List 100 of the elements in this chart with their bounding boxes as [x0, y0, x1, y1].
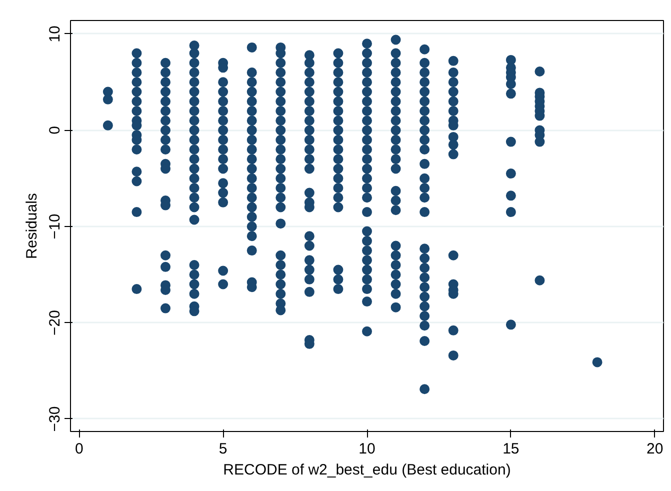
point: [362, 207, 372, 218]
point: [420, 253, 430, 264]
point: [420, 182, 430, 193]
point: [276, 106, 286, 116]
point: [448, 56, 458, 66]
point: [218, 188, 228, 198]
point: [420, 272, 430, 282]
point: [276, 260, 286, 270]
point: [362, 326, 372, 336]
point: [534, 275, 545, 286]
point: [246, 125, 257, 136]
point: [189, 260, 200, 270]
point: [390, 279, 401, 290]
point: [246, 77, 257, 88]
point: [448, 350, 458, 360]
point: [189, 182, 200, 193]
point: [276, 77, 286, 88]
point: [246, 246, 257, 256]
point: [189, 202, 200, 212]
point: [448, 86, 458, 97]
point: [420, 192, 430, 203]
point: [304, 58, 314, 68]
point: [276, 202, 286, 212]
point: [362, 264, 372, 275]
point: [390, 96, 401, 106]
point: [276, 288, 286, 299]
point: [304, 67, 314, 78]
point: [132, 176, 142, 186]
point: [362, 106, 372, 116]
point: [132, 58, 142, 68]
point: [420, 336, 430, 346]
point: [132, 166, 142, 177]
point: [506, 168, 516, 179]
point: [132, 86, 142, 97]
point: [333, 192, 344, 203]
point: [420, 116, 430, 126]
point: [390, 67, 401, 78]
point: [276, 67, 286, 78]
point: [362, 236, 372, 246]
point: [333, 67, 344, 78]
x-tick-label: 20: [646, 440, 664, 458]
point: [333, 86, 344, 97]
point: [246, 202, 257, 212]
point: [218, 77, 228, 88]
point: [362, 173, 372, 184]
point: [276, 250, 286, 260]
point: [506, 88, 516, 99]
point: [333, 164, 344, 174]
point: [304, 96, 314, 106]
point: [420, 384, 430, 394]
point: [189, 116, 200, 126]
point: [333, 48, 344, 58]
point: [390, 116, 401, 126]
point: [390, 164, 401, 174]
point: [420, 158, 430, 169]
point: [333, 144, 344, 154]
point: [420, 320, 430, 331]
point: [362, 86, 372, 97]
point: [448, 325, 458, 336]
point: [276, 154, 286, 164]
point: [534, 66, 545, 77]
point: [420, 144, 430, 154]
point: [420, 262, 430, 273]
point: [390, 106, 401, 116]
point: [102, 94, 113, 104]
point: [333, 264, 344, 275]
point: [362, 116, 372, 126]
point: [246, 144, 257, 154]
point: [276, 192, 286, 203]
y-tick-label: 0: [46, 126, 64, 134]
point: [132, 284, 142, 294]
point: [276, 96, 286, 106]
point: [448, 250, 458, 260]
point: [390, 186, 401, 196]
point: [276, 134, 286, 145]
point: [420, 244, 430, 254]
point: [132, 96, 142, 106]
point: [333, 106, 344, 116]
point: [362, 125, 372, 136]
point: [218, 164, 228, 174]
point: [189, 125, 200, 136]
point: [534, 136, 545, 147]
point: [189, 214, 200, 225]
point: [333, 182, 344, 193]
point: [506, 320, 516, 330]
point: [132, 77, 142, 88]
point: [362, 255, 372, 266]
point: [362, 246, 372, 256]
point: [390, 250, 401, 260]
x-tick-label: 10: [358, 440, 376, 458]
point: [362, 144, 372, 154]
point: [132, 144, 142, 154]
point: [333, 284, 344, 294]
point: [132, 67, 142, 78]
point: [333, 116, 344, 126]
point: [448, 106, 458, 116]
point: [420, 106, 430, 116]
point: [276, 116, 286, 126]
point: [304, 86, 314, 97]
point: [390, 154, 401, 164]
